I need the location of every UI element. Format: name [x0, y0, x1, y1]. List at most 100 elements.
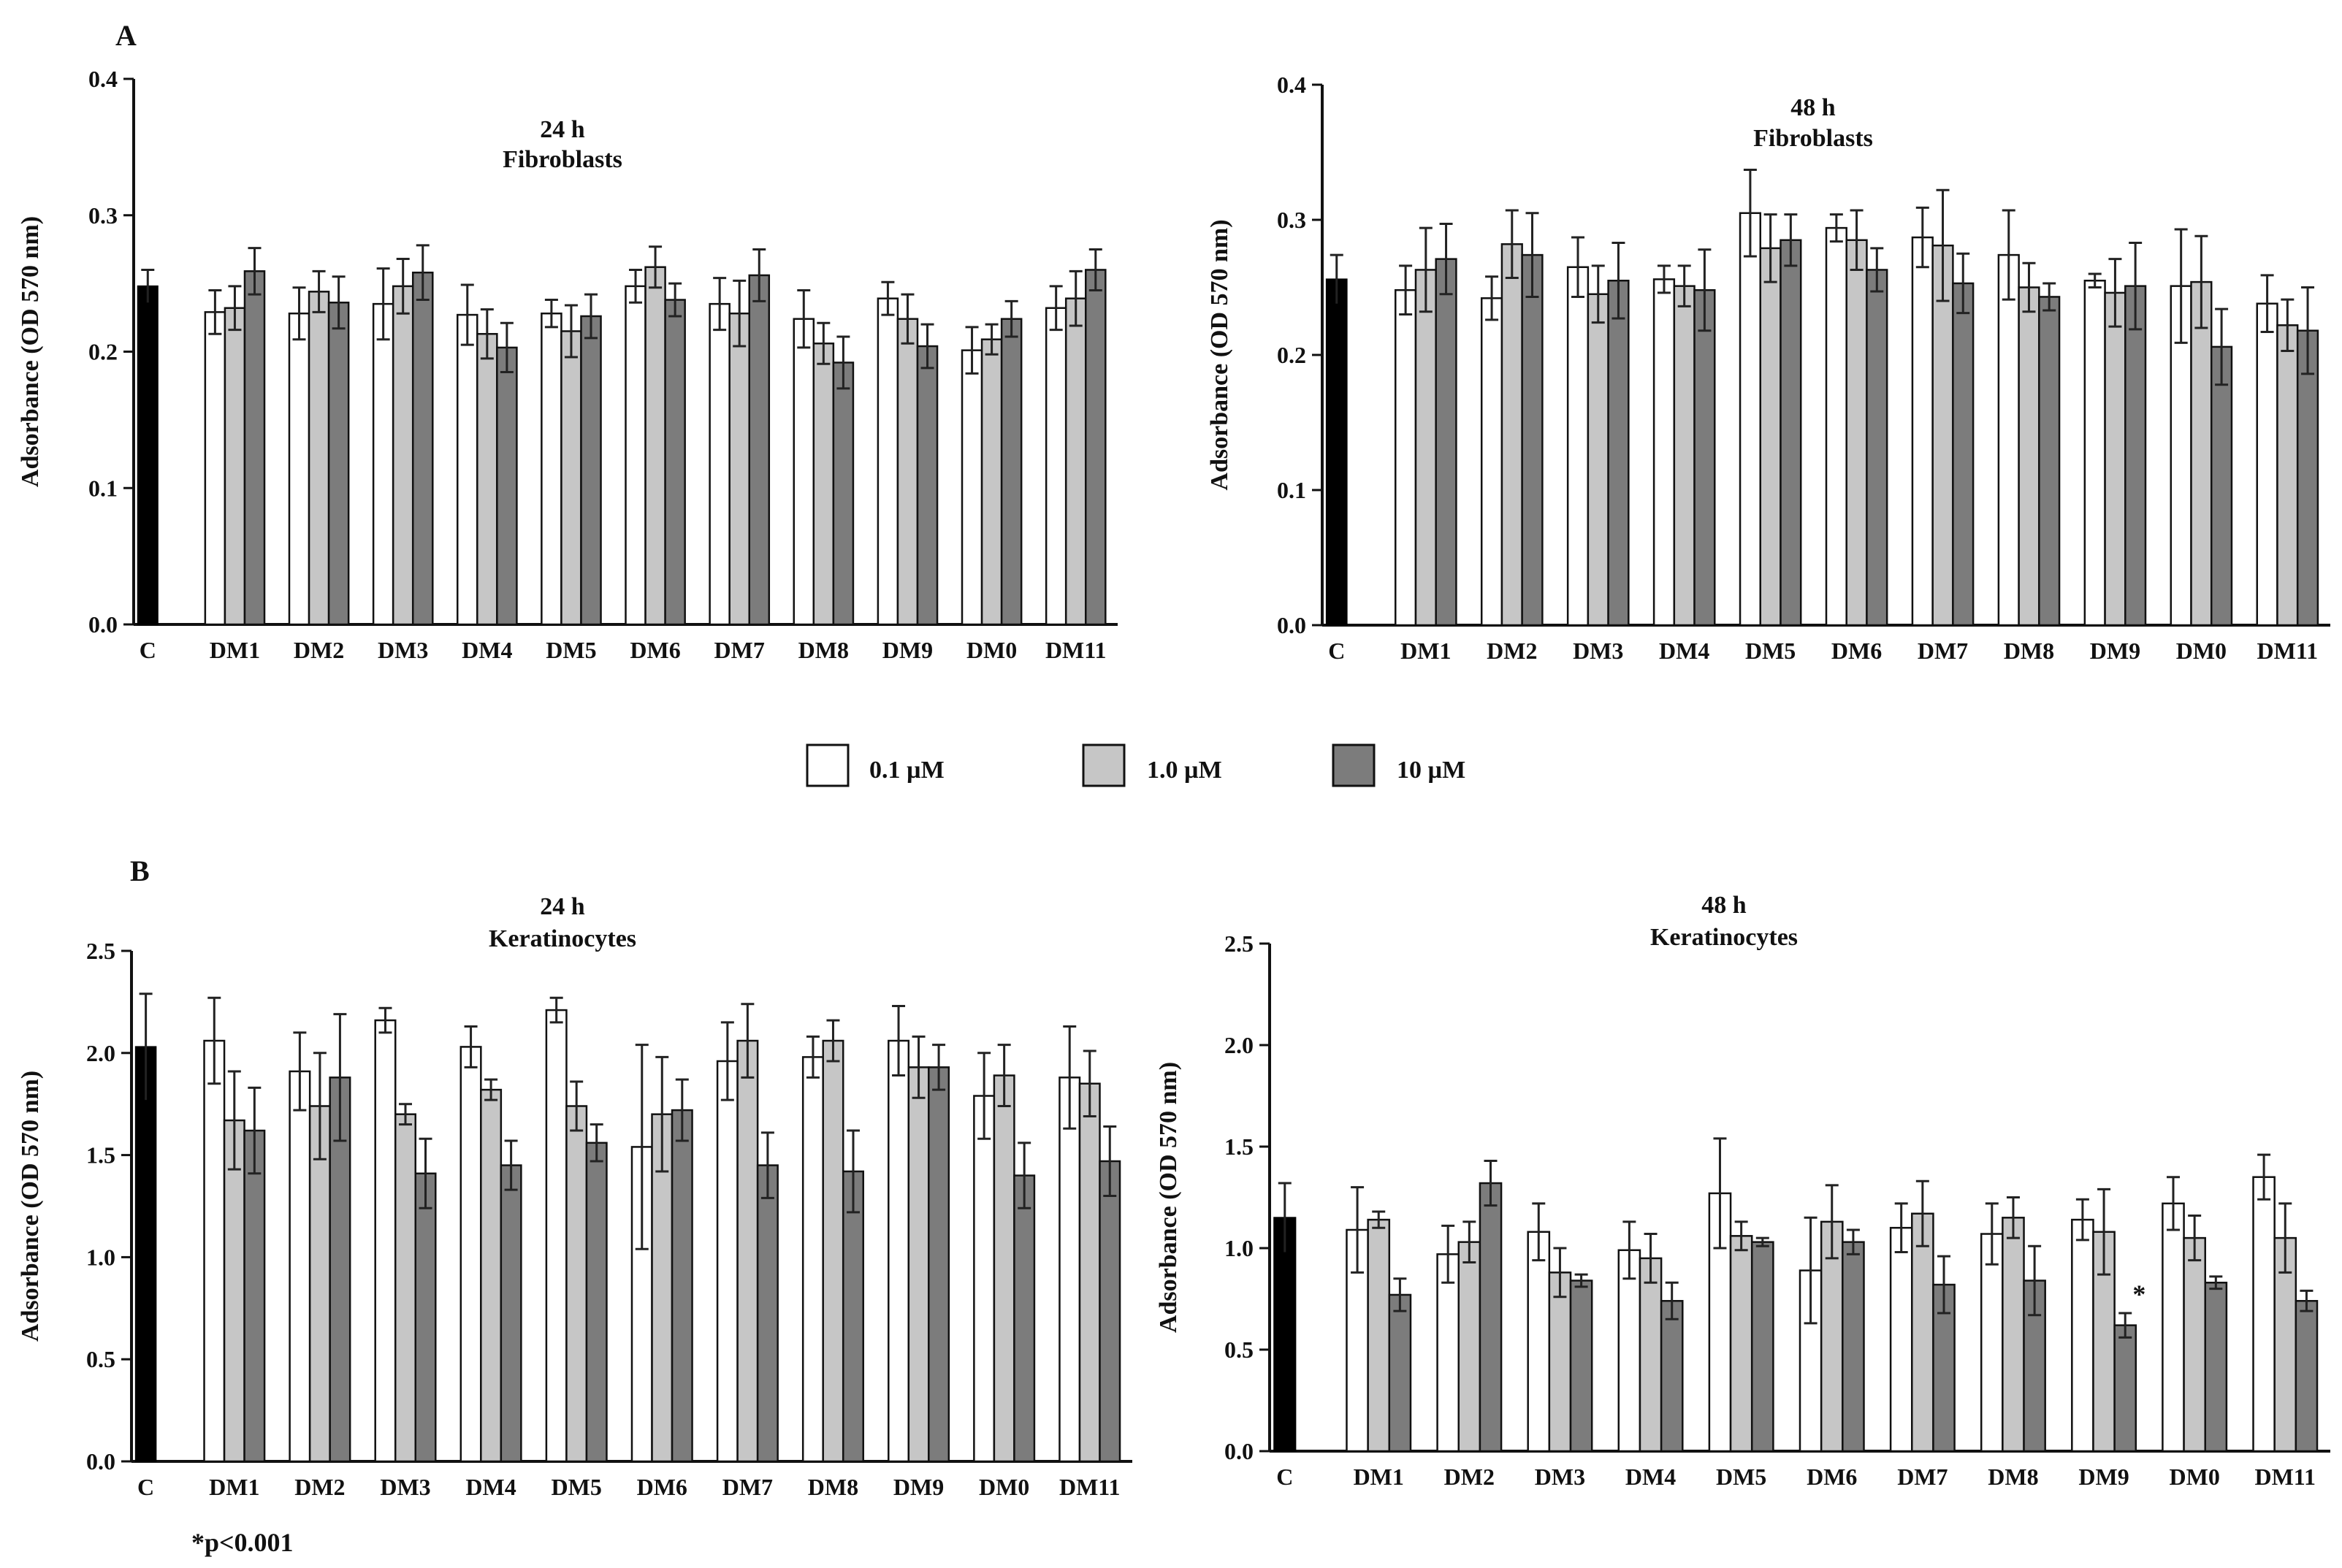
bar — [476, 332, 498, 626]
x-tick-label: DM4 — [1659, 638, 1709, 664]
bar — [1739, 212, 1762, 627]
chart-subtitle: Keratinocytes — [489, 925, 636, 952]
bar — [392, 285, 414, 626]
y-tick-label: 2.5 — [1224, 930, 1254, 957]
bar — [2113, 1324, 2137, 1453]
y-tick-label: 2.5 — [86, 938, 115, 964]
x-tick-label: DM6 — [1831, 638, 1882, 664]
bar — [1729, 1235, 1753, 1453]
bar — [928, 1066, 950, 1463]
bar — [1931, 244, 1954, 627]
y-axis-label: Adsorbance (OD 570 nm) — [1155, 1062, 1182, 1333]
bar — [2190, 280, 2213, 627]
y-tick-label: 0.4 — [1277, 72, 1306, 98]
bar — [2210, 345, 2233, 627]
bar — [1911, 1212, 1934, 1453]
bar — [1617, 1249, 1641, 1453]
x-tick-label: DM2 — [294, 637, 344, 663]
bar — [2204, 1282, 2228, 1453]
bar — [243, 270, 266, 626]
y-tick-label: 0.5 — [86, 1346, 115, 1372]
x-tick-label: DM1 — [209, 1474, 259, 1500]
bar — [414, 1172, 437, 1463]
bar — [793, 318, 815, 626]
bar — [2083, 280, 2106, 627]
bar — [1099, 1160, 1121, 1463]
bar — [1825, 226, 1847, 627]
chart-subtitle: Keratinocytes — [1650, 924, 1798, 951]
bar — [585, 1141, 608, 1463]
bar — [1997, 253, 2020, 627]
panel-label-b: B — [130, 854, 150, 887]
x-tick-label: DM7 — [722, 1474, 773, 1500]
bar — [822, 1039, 844, 1463]
bar — [1085, 269, 1107, 626]
bar — [224, 307, 246, 626]
bar — [2252, 1176, 2276, 1453]
y-tick-label: 0.0 — [88, 611, 118, 638]
bar — [243, 1129, 266, 1463]
bar-control — [1273, 1217, 1297, 1453]
bar-control — [1325, 278, 1348, 626]
x-tick-label: DM6 — [637, 1474, 687, 1500]
y-tick-label: 1.5 — [86, 1142, 115, 1169]
chart-subtitle: Fibroblasts — [1753, 125, 1873, 152]
bar — [1013, 1174, 1036, 1463]
y-tick-label: 0.0 — [1224, 1438, 1254, 1464]
y-axis-label: Adsorbance (OD 570 nm) — [17, 1071, 44, 1342]
chart-subtitle: Fibroblasts — [503, 146, 622, 173]
bar — [1395, 288, 1417, 627]
bar — [1521, 253, 1544, 627]
bar — [1889, 1226, 1913, 1453]
bar — [1414, 269, 1437, 627]
bar — [877, 297, 899, 626]
bar — [327, 302, 350, 626]
bar — [204, 311, 226, 626]
bar — [372, 302, 394, 626]
bar — [1457, 1241, 1481, 1453]
x-tick-label: DM3 — [1535, 1464, 1585, 1490]
bar — [580, 315, 602, 626]
y-axis-label: Adsorbance (OD 570 nm) — [1206, 219, 1233, 490]
bar-control — [134, 1046, 157, 1462]
bar — [496, 346, 518, 626]
chart-title: 24 h — [540, 116, 585, 143]
y-tick-label: 0.3 — [1277, 207, 1306, 233]
bar — [832, 362, 855, 626]
x-tick-label: DM5 — [1716, 1464, 1766, 1490]
bar — [456, 313, 478, 626]
bar — [2183, 1236, 2206, 1453]
x-tick-label: DM9 — [2090, 638, 2140, 664]
bar — [748, 274, 771, 626]
x-tick-label: C — [1328, 638, 1345, 664]
bar — [2295, 1300, 2319, 1453]
x-tick-label: DM7 — [1918, 638, 1968, 664]
legend-swatch-10um — [1332, 743, 1376, 787]
bar — [896, 318, 919, 626]
x-tick-label: DM4 — [462, 637, 512, 663]
bar — [716, 1060, 739, 1463]
bar — [736, 1039, 759, 1463]
bar — [2071, 1218, 2094, 1453]
x-tick-label: DM0 — [2170, 1464, 2220, 1490]
x-tick-label: DM0 — [2176, 638, 2227, 664]
bar — [223, 1119, 245, 1463]
bar — [1866, 269, 1888, 627]
bar — [2104, 291, 2127, 627]
x-tick-label: DM7 — [1897, 1464, 1948, 1490]
x-tick-label: DM8 — [808, 1474, 858, 1500]
bar — [411, 271, 434, 626]
bar — [500, 1164, 522, 1463]
bar — [993, 1074, 1015, 1463]
bar — [671, 1109, 693, 1463]
bar — [1569, 1280, 1593, 1453]
x-tick-label: DM1 — [1354, 1464, 1404, 1490]
bar — [1059, 1076, 1081, 1463]
bar — [1388, 1293, 1412, 1453]
bar — [1045, 307, 1067, 626]
bar — [1527, 1231, 1551, 1453]
legend-swatch-1-0um — [1082, 743, 1126, 787]
bar — [560, 330, 582, 626]
bar — [961, 349, 983, 626]
x-tick-label: DM8 — [2004, 638, 2054, 664]
